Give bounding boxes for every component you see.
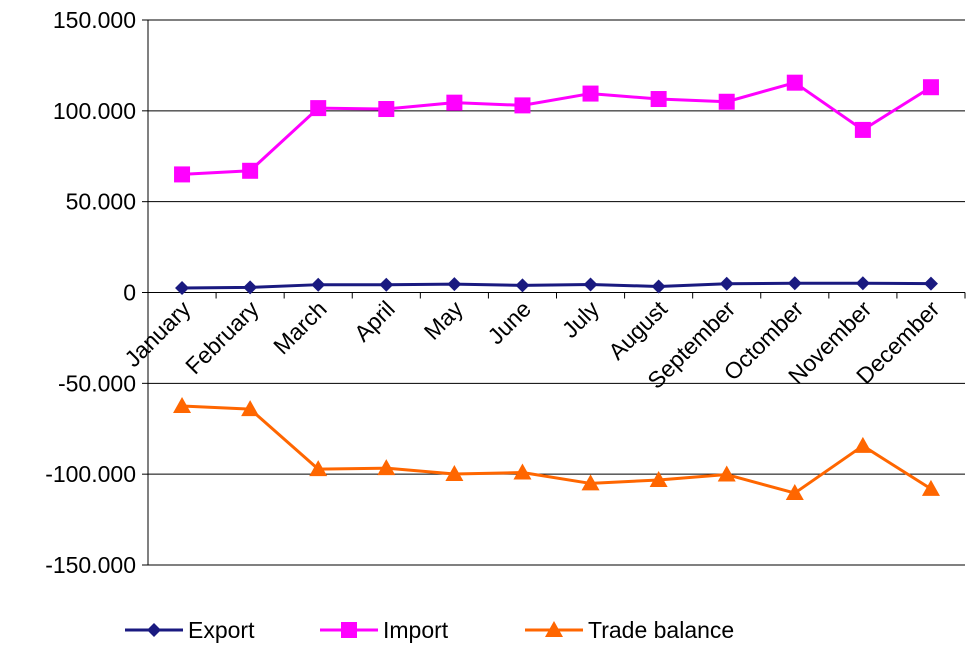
data-point xyxy=(513,463,532,480)
data-point xyxy=(379,277,394,292)
data-point xyxy=(719,276,734,291)
data-point xyxy=(583,277,598,292)
y-tick-label: 50.000 xyxy=(66,189,136,215)
x-category-label: April xyxy=(349,296,400,347)
data-point xyxy=(445,464,464,481)
data-point xyxy=(649,470,668,487)
data-point xyxy=(651,279,666,294)
y-tick-label: -100.000 xyxy=(45,461,136,487)
legend-label: Import xyxy=(383,617,449,643)
x-category-label: June xyxy=(482,296,536,350)
data-point xyxy=(310,100,327,117)
data-point xyxy=(923,276,938,291)
series-layer xyxy=(173,74,940,501)
x-category-label: February xyxy=(180,295,264,379)
series-import xyxy=(174,74,939,183)
legend-label: Trade balance xyxy=(588,617,734,643)
data-point xyxy=(174,166,191,183)
axes xyxy=(142,19,966,566)
x-category-label: March xyxy=(268,296,332,360)
legend-item: Export xyxy=(125,617,255,643)
x-category-label: May xyxy=(419,295,468,344)
legend-marker xyxy=(341,622,357,638)
data-point xyxy=(446,94,463,111)
y-tick-label: 100.000 xyxy=(53,98,136,124)
data-point xyxy=(785,484,804,501)
y-tick-label: -50.000 xyxy=(58,370,136,396)
data-point xyxy=(378,101,395,118)
data-point xyxy=(447,277,462,292)
data-point xyxy=(581,474,600,491)
legend-label: Export xyxy=(188,617,255,643)
data-point xyxy=(582,85,599,102)
y-axis-tick-labels: 150.000 100.000 50.000 0 -50.000 -100.000 -150… xyxy=(45,7,136,578)
y-tick-label: 150.000 xyxy=(53,7,136,33)
legend: Export Import Trade balance xyxy=(125,617,734,643)
data-point xyxy=(309,460,328,477)
data-point xyxy=(377,459,396,476)
series-trade-balance xyxy=(173,397,940,501)
legend-item: Import xyxy=(320,617,449,643)
y-tick-label: -150.000 xyxy=(45,552,136,578)
x-category-label: July xyxy=(557,295,605,343)
data-point xyxy=(311,277,326,292)
data-point xyxy=(786,74,803,91)
data-point xyxy=(242,162,259,179)
data-point xyxy=(243,280,258,295)
data-point xyxy=(787,276,802,291)
data-point xyxy=(175,280,190,295)
data-point xyxy=(717,465,736,482)
data-point xyxy=(241,400,260,417)
data-point xyxy=(515,278,530,293)
data-point xyxy=(718,93,735,110)
data-point xyxy=(922,79,939,96)
legend-item: Trade balance xyxy=(525,617,734,643)
data-point xyxy=(921,479,940,496)
legend-marker xyxy=(545,621,563,637)
data-point xyxy=(853,436,872,453)
data-point xyxy=(514,97,531,114)
series-export xyxy=(175,276,938,295)
series-line xyxy=(181,404,932,495)
data-point xyxy=(650,91,667,108)
data-point xyxy=(855,276,870,291)
data-point xyxy=(854,121,871,138)
series-line xyxy=(181,81,932,176)
y-tick-label: 0 xyxy=(123,280,136,306)
legend-marker xyxy=(147,623,161,637)
series-line xyxy=(182,281,931,290)
data-point xyxy=(173,397,192,414)
